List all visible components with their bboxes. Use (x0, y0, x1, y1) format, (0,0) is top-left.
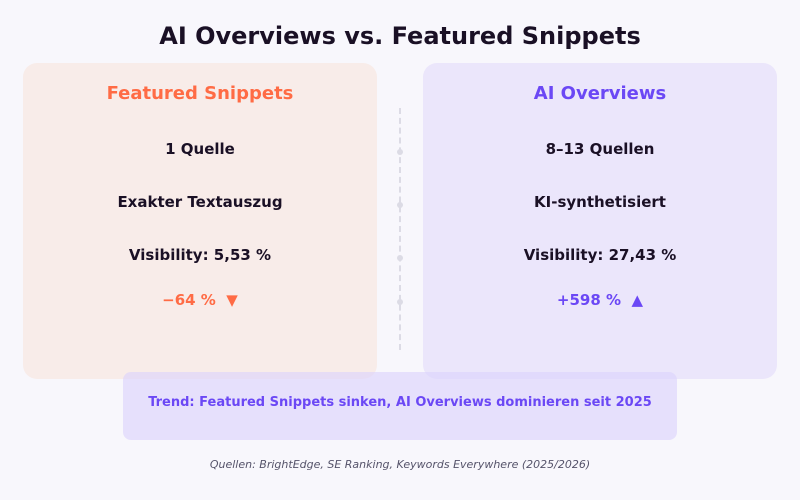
ai-overviews-card: AI Overviews 8–13 Quellen KI-synthetisie… (423, 63, 777, 379)
content-type: KI-synthetisiert (534, 193, 666, 211)
divider-dot (397, 255, 403, 261)
sources-count: 8–13 Quellen (545, 140, 655, 158)
arrow-down-icon: ▼ (226, 291, 238, 309)
divider-dot (397, 202, 403, 208)
divider (399, 108, 401, 350)
card-heading: AI Overviews (533, 83, 667, 104)
sources-footnote: Quellen: BrightEdge, SE Ranking, Keyword… (209, 458, 591, 471)
change-value: +598 % (556, 291, 622, 309)
sources-count: 1 Quelle (165, 140, 235, 158)
change: −64 % ▼ (23, 291, 377, 309)
divider-dot (397, 299, 403, 305)
page-title: AI Overviews vs. Featured Snippets (159, 22, 641, 50)
featured-snippets-card: Featured Snippets 1 Quelle Exakter Texta… (23, 63, 377, 379)
card-heading: Featured Snippets (106, 83, 294, 104)
change-value: −64 % (162, 291, 216, 309)
visibility: Visibility: 5,53 % (128, 246, 272, 264)
divider-dot (397, 149, 403, 155)
arrow-up-icon: ▲ (631, 291, 644, 309)
change: +598 % ▲ (423, 291, 777, 309)
content-type: Exakter Textauszug (117, 193, 283, 211)
trend-banner: Trend: Featured Snippets sinken, AI Over… (123, 372, 677, 440)
visibility: Visibility: 27,43 % (523, 246, 677, 264)
